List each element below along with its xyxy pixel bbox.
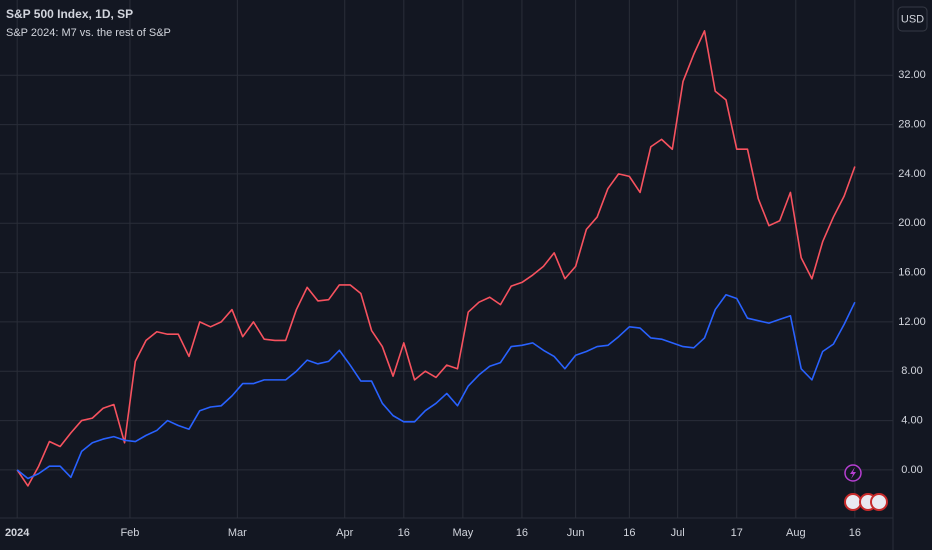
event-icon-bolt <box>850 467 856 479</box>
currency-button[interactable] <box>897 6 928 32</box>
x-tick-label: Aug <box>786 527 806 539</box>
x-tick-label: 16 <box>623 527 635 539</box>
x-tick-label: Mar <box>228 527 247 539</box>
y-tick-label: 28.00 <box>898 118 926 130</box>
x-tick-label: 2024 <box>5 527 30 539</box>
currency-label[interactable]: USD <box>901 13 924 25</box>
x-tick-label: Jul <box>671 527 685 539</box>
chart-subtitle: S&P 2024: M7 vs. the rest of S&P <box>6 27 171 39</box>
y-tick-label: 0.00 <box>901 464 922 476</box>
x-tick-label: Apr <box>336 527 353 539</box>
series-line <box>16 30 856 487</box>
x-tick-label: Feb <box>120 527 139 539</box>
y-tick-label: 20.00 <box>898 217 926 229</box>
y-tick-label: 16.00 <box>898 266 926 278</box>
x-tick-label: May <box>452 527 473 539</box>
event-icons[interactable] <box>844 464 888 511</box>
flag-icon[interactable] <box>844 493 862 511</box>
x-tick-label: 17 <box>731 527 743 539</box>
y-tick-label: 32.00 <box>898 69 926 81</box>
series-line <box>16 293 856 480</box>
y-tick-label: 24.00 <box>898 168 926 180</box>
chart-title: S&P 500 Index, 1D, SP <box>6 7 133 21</box>
y-tick-label: 8.00 <box>901 365 922 377</box>
y-tick-label: 12.00 <box>898 316 926 328</box>
x-tick-label: Jun <box>567 527 585 539</box>
x-tick-label: 16 <box>516 527 528 539</box>
flag-icon[interactable] <box>870 493 888 511</box>
x-tick-label: 16 <box>849 527 861 539</box>
y-tick-label: 4.00 <box>901 414 922 426</box>
x-tick-label: 16 <box>398 527 410 539</box>
series-layer <box>16 30 856 487</box>
grid-layer <box>0 0 893 518</box>
